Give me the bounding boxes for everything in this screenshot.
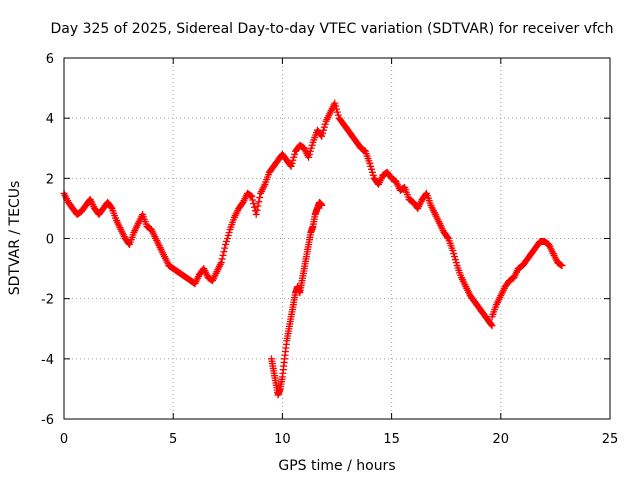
x-tick-label: 15 — [383, 432, 400, 447]
data-point-main — [223, 235, 231, 242]
x-tick-label: 25 — [602, 432, 619, 447]
y-tick-label: -6 — [41, 413, 54, 428]
x-tick-label: 10 — [274, 432, 291, 447]
x-tick-label: 20 — [493, 432, 510, 447]
data-point-main — [220, 248, 228, 256]
y-tick-label: 2 — [46, 172, 54, 187]
data-point-recovery — [558, 262, 566, 270]
data-point-main — [320, 123, 328, 131]
data-point-main — [444, 233, 452, 241]
data-point-main — [225, 228, 233, 236]
x-axis-label: GPS time / hours — [278, 458, 395, 474]
data-point-main — [333, 105, 341, 113]
y-tick-label: -4 — [41, 353, 54, 368]
data-point-main — [318, 132, 326, 140]
chart-title: Day 325 of 2025, Sidereal Day-to-day VTE… — [50, 21, 613, 37]
data-point-main — [452, 259, 460, 267]
data-point-main — [366, 159, 374, 167]
data-point-main — [368, 168, 376, 176]
data-point-main — [449, 247, 457, 255]
y-axis-label: SDTVAR / TECUs — [7, 181, 23, 296]
data-point-main — [307, 144, 315, 152]
data-point-main — [305, 150, 313, 158]
data-point-main — [218, 255, 226, 263]
data-point-main — [217, 259, 225, 267]
data-point-main — [368, 165, 376, 173]
data-point-main — [487, 321, 495, 329]
y-tick-label: 4 — [46, 112, 54, 127]
data-point-main — [252, 210, 260, 218]
data-point-main — [288, 159, 296, 167]
data-point-main — [333, 108, 341, 116]
data-point-main — [248, 192, 256, 200]
data-point-main — [219, 251, 227, 259]
y-tick-label: -2 — [41, 293, 54, 308]
data-point-main — [319, 126, 327, 134]
data-point-main — [308, 141, 316, 149]
x-tick-label: 0 — [60, 432, 68, 447]
data-point-main — [255, 198, 263, 206]
x-tick-label: 5 — [169, 432, 177, 447]
data-point-dip — [318, 201, 326, 209]
data-point-main — [450, 253, 458, 261]
data-point-main — [222, 238, 230, 246]
data-point-main — [224, 231, 232, 239]
data-point-main — [290, 153, 298, 161]
data-point-main — [332, 102, 340, 110]
data-point-main — [249, 196, 257, 204]
data-points — [60, 99, 566, 399]
data-point-main — [250, 200, 258, 208]
data-point-main — [305, 153, 313, 161]
data-point-main — [450, 250, 458, 258]
data-point-main — [291, 150, 299, 158]
data-point-main — [331, 99, 339, 107]
data-point-main — [289, 156, 297, 164]
data-point-main — [369, 171, 377, 179]
data-point-main — [334, 111, 342, 119]
data-point-main — [321, 120, 329, 128]
data-point-main — [222, 241, 230, 249]
data-point-main — [306, 147, 314, 155]
data-point-main — [287, 162, 295, 170]
data-point-main — [254, 202, 262, 210]
data-point-main — [367, 162, 375, 170]
data-point-main — [256, 194, 264, 202]
y-tick-label: 0 — [46, 233, 54, 248]
data-point-main — [221, 244, 229, 252]
y-tick-label: 6 — [46, 52, 54, 67]
data-point-main — [451, 256, 459, 264]
data-point-main — [107, 203, 115, 211]
data-point-main — [253, 206, 261, 214]
plot-frame — [63, 57, 611, 420]
data-point-main — [319, 129, 327, 137]
data-point-main — [488, 322, 496, 330]
